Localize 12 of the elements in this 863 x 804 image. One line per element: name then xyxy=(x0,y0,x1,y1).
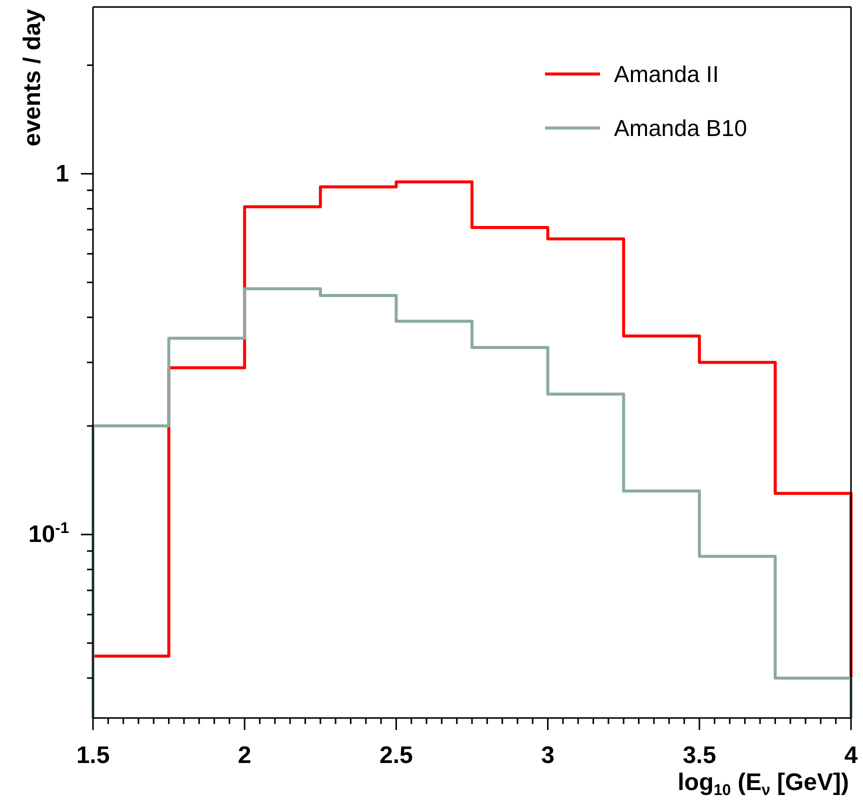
x-tick-label: 2 xyxy=(238,742,252,770)
legend-label: Amanda B10 xyxy=(614,115,747,141)
y-tick-label: 1 xyxy=(56,160,69,188)
x-tick-label: 1.5 xyxy=(76,742,110,770)
x-tick-label: 4 xyxy=(844,742,858,770)
x-tick-label: 2.5 xyxy=(380,742,413,770)
y-axis-title: events / day xyxy=(19,8,46,146)
x-tick-label: 3 xyxy=(541,742,554,770)
x-tick-label: 3.5 xyxy=(682,742,716,770)
y-tick-label: 10$^{-1}$ xyxy=(28,520,70,548)
legend-label: Amanda II xyxy=(614,61,719,87)
x-axis-title: log$_{10}$ (E$_{ν}$ [GeV]) xyxy=(678,769,849,800)
